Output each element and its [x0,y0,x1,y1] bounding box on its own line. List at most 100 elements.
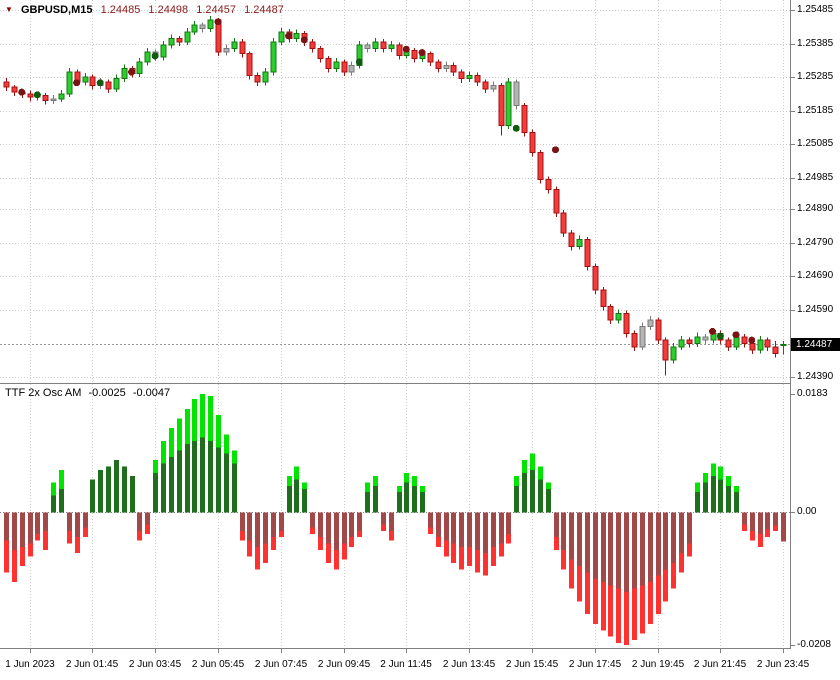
time-axis-tick [92,649,93,653]
candle-body [498,84,505,127]
oscillator-pane[interactable]: TTF 2x Osc AM -0.0025 -0.0047 [0,384,790,649]
candle-body [482,81,489,90]
candle-body [262,71,269,83]
price-axis-tick [791,144,795,145]
osc-bar-slow [192,440,197,513]
candle-body [105,81,112,90]
price-axis-tick [791,44,795,45]
osc-bar-slow [585,512,590,573]
price-axis-tick [791,243,795,244]
time-axis-tick [720,649,721,653]
osc-bar-slow [554,512,559,538]
candle-body [592,265,599,291]
osc-bar-slow [169,456,174,513]
candle-body [764,339,771,348]
candle-body [168,38,175,46]
price-label: 1.25285 [797,71,834,83]
osc-bar-slow [130,476,135,513]
candle-body [694,336,701,344]
candle-body [458,71,465,80]
osc-bar-slow [200,437,205,513]
osc-bar-slow [28,512,33,544]
candle-body [231,41,238,50]
candle-body [600,289,607,308]
osc-bar-slow [773,512,778,526]
price-label: 1.24690 [797,270,834,282]
candle-body [780,343,787,346]
candle-body [655,319,662,341]
candle-body [293,33,300,40]
price-axis-tick [791,394,795,395]
candle-body [348,64,355,73]
osc-bar-slow [75,512,80,538]
candle-body [388,44,395,50]
candle-body [27,93,34,98]
osc-bar-slow [499,512,504,544]
osc-bar-slow [514,485,519,513]
price-axis[interactable]: 1.25485 1.25385 1.25285 1.25185 1.25085 1.249… [790,0,840,650]
time-axis-tick [595,649,596,653]
candle-body [82,76,89,83]
osc-bar-slow [98,469,103,513]
osc-bar-slow [224,453,229,513]
osc-bar-slow [781,512,786,542]
osc-level-label: 0.00 [797,505,817,517]
osc-level-label: 0.0183 [797,388,828,399]
oscillator-histogram[interactable] [0,384,790,648]
time-axis-tick [155,649,156,653]
osc-bar-slow [67,512,72,531]
osc-bar-slow [4,512,9,541]
osc-bar-slow [444,512,449,541]
price-label: 1.24390 [797,370,834,382]
current-price-tag: 1.24487 [791,338,840,352]
candle-body [207,19,214,29]
time-axis-tick [218,649,219,653]
candle-body [199,24,206,29]
candle-body [270,41,277,73]
candle-body [607,306,614,321]
candle-body [278,31,285,43]
candle-body [725,339,732,348]
candle-body [176,38,183,43]
price-pane[interactable]: ▼ GBPUSD,M15 1.24485 1.24498 1.24457 1.2… [0,0,790,384]
candle-body [560,212,567,234]
time-label: 2 Jun 21:45 [693,659,747,670]
osc-bar-slow [404,482,409,513]
osc-bar-slow [765,512,770,530]
osc-bar-slow [90,479,95,513]
candle-body [254,74,261,83]
candle-body [443,64,450,70]
time-axis-tick [658,649,659,653]
candle-body [466,74,473,80]
osc-bar-slow [51,495,56,513]
osc-bar-slow [467,512,472,547]
osc-bar-fast [4,512,9,573]
candle-body [733,336,740,348]
osc-bar-slow [106,466,111,513]
candle-body [513,81,520,107]
signal-dot [418,49,426,57]
osc-bar-slow [663,512,668,570]
candle-body [223,48,230,53]
price-label: 1.25485 [797,4,834,16]
candle-body [553,188,560,214]
osc-bar-slow [420,492,425,513]
candle-body [749,342,756,351]
price-axis-tick [791,77,795,78]
osc-bar-slow [522,472,527,513]
time-axis-tick [281,649,282,653]
osc-bar-slow [12,512,17,551]
time-axis-tick [532,649,533,653]
osc-bar-slow [608,512,613,586]
candle-body [474,74,481,83]
time-axis[interactable]: 1 Jun 2023 2 Jun 01:45 2 Jun 03:45 2 Jun 05… [0,649,840,680]
candlestick-chart[interactable] [0,0,790,383]
candle-body [545,178,552,190]
candle-body [662,339,669,361]
osc-bar-slow [734,492,739,513]
signal-dot [151,52,159,60]
osc-bar-slow [287,485,292,513]
candle-body [490,84,497,90]
osc-bar-slow [208,440,213,513]
